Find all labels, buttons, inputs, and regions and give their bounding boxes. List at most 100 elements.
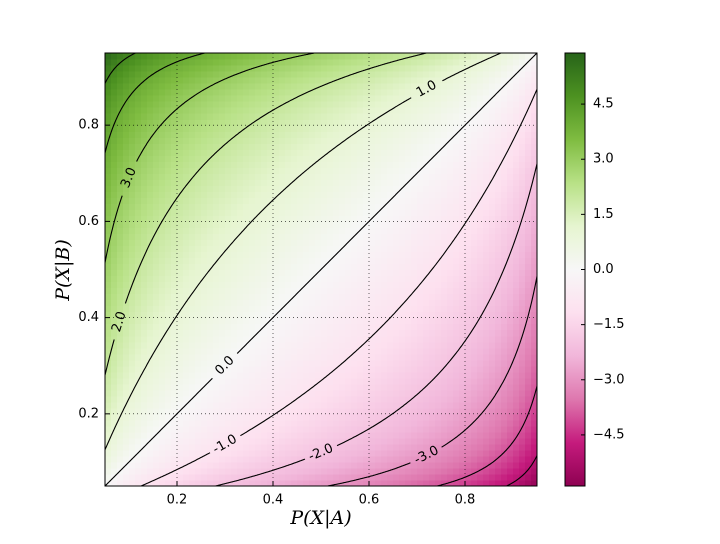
heatmap-cell: [315, 341, 322, 349]
heatmap-cell: [249, 71, 256, 78]
heatmap-cell: [279, 257, 286, 265]
heatmap-cell: [273, 305, 280, 313]
heatmap-cell: [249, 125, 256, 132]
heatmap-cell: [429, 203, 436, 210]
heatmap-cell: [267, 215, 274, 222]
heatmap-cell: [171, 401, 178, 409]
heatmap-cell: [381, 233, 388, 241]
heatmap-cell: [171, 317, 178, 325]
heatmap-cell: [459, 137, 466, 144]
heatmap-cell: [393, 413, 400, 421]
heatmap-cell: [207, 395, 214, 403]
heatmap-cell: [333, 173, 340, 180]
heatmap-cell: [303, 65, 310, 72]
heatmap-cell: [183, 227, 190, 235]
heatmap-cell: [309, 125, 316, 132]
heatmap-cell: [219, 413, 226, 421]
heatmap-cell: [297, 263, 304, 271]
heatmap-cell: [411, 161, 418, 168]
heatmap-cell: [513, 263, 520, 271]
heatmap-cell: [171, 383, 178, 391]
heatmap-cell: [351, 311, 358, 319]
heatmap-cell: [339, 269, 346, 277]
heatmap-cell: [225, 173, 232, 180]
heatmap-cell: [105, 269, 112, 277]
heatmap-cell: [339, 113, 346, 120]
heatmap-cell: [477, 341, 484, 349]
heatmap-cell: [435, 407, 442, 415]
heatmap-cell: [483, 251, 490, 259]
heatmap-cell: [357, 89, 364, 96]
heatmap-cell: [249, 245, 256, 253]
heatmap-cell: [321, 455, 328, 463]
heatmap-cell: [249, 299, 256, 307]
heatmap-cell: [375, 185, 382, 192]
heatmap-cell: [453, 95, 460, 102]
heatmap-cell: [357, 269, 364, 277]
heatmap-cell: [429, 461, 436, 469]
heatmap-cell: [501, 221, 508, 229]
heatmap-cell: [363, 455, 370, 463]
heatmap-cell: [189, 83, 196, 90]
heatmap-cell: [327, 281, 334, 289]
heatmap-cell: [423, 377, 430, 385]
heatmap-cell: [261, 371, 268, 379]
heatmap-cell: [447, 371, 454, 379]
heatmap-cell: [393, 125, 400, 132]
heatmap-cell: [381, 437, 388, 445]
heatmap-cell: [381, 269, 388, 277]
heatmap-cell: [273, 389, 280, 397]
heatmap-cell: [489, 77, 496, 84]
heatmap-cell: [141, 167, 148, 174]
heatmap-cell: [357, 377, 364, 385]
heatmap-cell: [147, 473, 154, 481]
heatmap-cell: [123, 137, 130, 144]
heatmap-cell: [429, 305, 436, 313]
heatmap-cell: [441, 95, 448, 102]
heatmap-cell: [417, 125, 424, 132]
heatmap-cell: [459, 245, 466, 253]
heatmap-cell: [357, 413, 364, 421]
heatmap-cell: [111, 95, 118, 102]
heatmap-cell: [369, 83, 376, 90]
heatmap-cell: [207, 53, 214, 60]
heatmap-cell: [489, 269, 496, 277]
heatmap-cell: [489, 419, 496, 427]
heatmap-cell: [171, 197, 178, 204]
heatmap-cell: [339, 281, 346, 289]
heatmap-cell: [453, 59, 460, 66]
heatmap-cell: [189, 461, 196, 469]
heatmap-cell: [501, 371, 508, 379]
heatmap-cell: [159, 221, 166, 229]
heatmap-cell: [297, 341, 304, 349]
heatmap-cell: [351, 461, 358, 469]
heatmap-cell: [447, 215, 454, 222]
heatmap-cell: [435, 119, 442, 126]
heatmap-cell: [453, 65, 460, 72]
heatmap-cell: [321, 311, 328, 319]
heatmap-cell: [447, 239, 454, 247]
heatmap-cell: [345, 323, 352, 331]
heatmap-cell: [393, 161, 400, 168]
heatmap-cell: [195, 467, 202, 475]
heatmap-cell: [303, 419, 310, 427]
heatmap-cell: [453, 383, 460, 391]
heatmap-cell: [291, 449, 298, 457]
heatmap-cell: [405, 371, 412, 379]
heatmap-cell: [243, 455, 250, 463]
heatmap-cell: [399, 65, 406, 72]
heatmap-cell: [165, 281, 172, 289]
heatmap-cell: [189, 455, 196, 463]
heatmap-cell: [405, 389, 412, 397]
heatmap-cell: [423, 395, 430, 403]
heatmap-cell: [357, 425, 364, 433]
heatmap-cell: [231, 281, 238, 289]
heatmap-cell: [453, 467, 460, 475]
heatmap-cell: [237, 407, 244, 415]
heatmap-cell: [189, 251, 196, 259]
heatmap-cell: [519, 311, 526, 319]
heatmap-cell: [309, 53, 316, 60]
heatmap-cell: [357, 287, 364, 295]
heatmap-cell: [501, 107, 508, 114]
heatmap-cell: [513, 479, 520, 486]
